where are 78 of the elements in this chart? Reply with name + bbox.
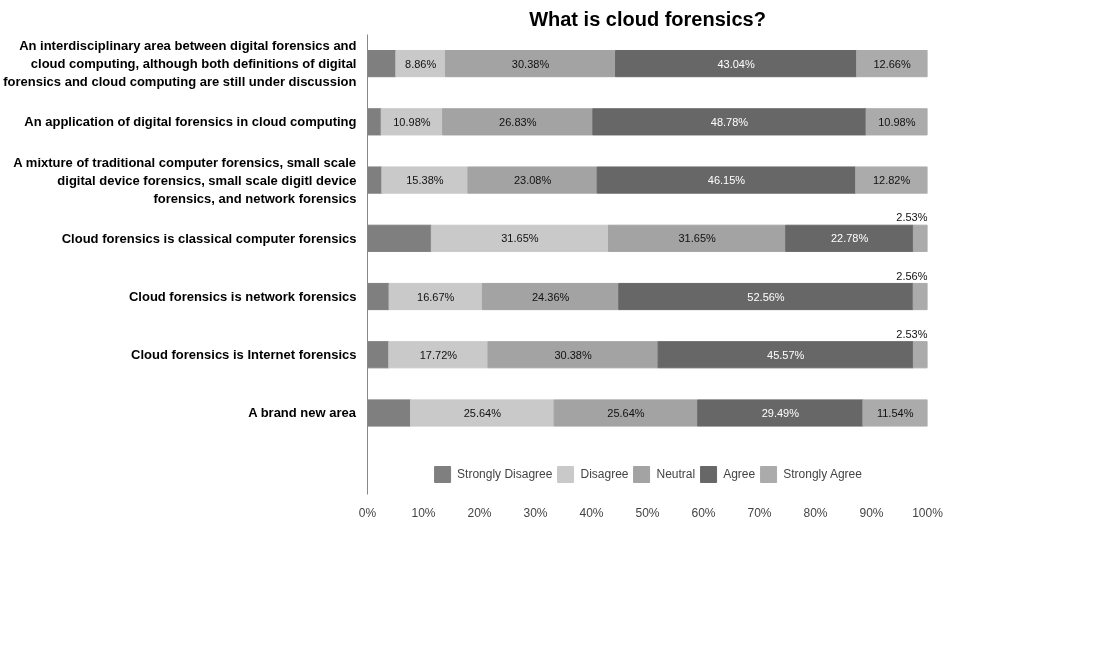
bar <box>553 399 699 427</box>
bar <box>862 399 928 427</box>
chart-title: What is cloud forensics? <box>529 7 766 30</box>
data-label: 10.98% <box>393 115 431 128</box>
data-label: 25.64% <box>463 406 502 419</box>
bar <box>785 224 914 252</box>
x-tick-label: 70% <box>747 505 772 520</box>
x-tick-label: 100% <box>912 505 944 520</box>
data-label: 26.83% <box>499 115 537 128</box>
bar <box>380 108 444 136</box>
x-tick-label: 10% <box>411 505 436 520</box>
data-label: 15.38% <box>406 174 444 187</box>
data-label: 2.53% <box>896 327 928 340</box>
y-tick-label: Cloud forensics is classical computer forensics <box>61 230 357 246</box>
y-tick-label: Cloud forensics is Internet forensics <box>131 347 357 363</box>
bar <box>615 50 858 78</box>
x-tick-label: 50% <box>635 505 660 520</box>
data-label: 10.98% <box>878 115 916 128</box>
x-tick-label: 30% <box>523 505 548 520</box>
y-tick-label: A mixture of traditional computer forensics, small scale digital device forensics, small scale digitl device forensics, and network forensics <box>13 154 357 206</box>
bar <box>912 282 928 311</box>
data-label: 48.78% <box>710 115 749 128</box>
bar <box>487 341 659 369</box>
x-tick-label: 80% <box>803 505 828 520</box>
bar <box>481 282 620 311</box>
data-label: 23.08% <box>513 174 552 187</box>
data-label: 12.66% <box>873 57 911 70</box>
bar <box>608 224 787 252</box>
y-tick-label: An application of digital forensics in cloud computing <box>24 114 357 130</box>
bar <box>410 399 555 427</box>
legend-label: Strongly Disagree <box>457 467 553 481</box>
data-label: 24.36% <box>531 290 570 303</box>
x-tick-label: 40% <box>579 505 604 520</box>
data-label: 30.38% <box>554 348 592 361</box>
data-label: 22.78% <box>830 232 869 245</box>
data-label: 2.56% <box>896 269 928 282</box>
x-tick-label: 90% <box>859 505 884 520</box>
legend-label: Neutral <box>656 467 696 481</box>
data-label: 8.86% <box>405 57 437 70</box>
data-label: 17.72% <box>419 348 458 361</box>
bar <box>912 341 928 369</box>
data-label: 31.65% <box>501 232 539 245</box>
y-tick-label: A brand new area <box>248 405 357 421</box>
bar <box>388 282 483 311</box>
data-label: 29.49% <box>761 406 800 419</box>
bar <box>444 50 617 78</box>
data-label: 46.15% <box>707 174 746 187</box>
y-tick-label: Cloud forensics is network forensics <box>128 289 357 305</box>
bar <box>865 108 928 136</box>
legend-label: Strongly Agree <box>783 467 862 481</box>
legend-label: Disagree <box>580 467 629 481</box>
x-tick-label: 60% <box>691 505 716 520</box>
legend-label: Agree <box>723 467 756 481</box>
x-tick-label: 20% <box>467 505 492 520</box>
data-label: 31.65% <box>678 232 717 245</box>
bar <box>442 108 594 136</box>
y-tick-label: An interdisciplinary area between digital forensics and cloud computing, although both definitions of digital forensics and cloud computing are still under discussion <box>3 38 357 90</box>
bar <box>855 166 928 194</box>
bar <box>388 341 489 369</box>
data-label: 52.56% <box>747 290 785 303</box>
bar <box>697 399 864 427</box>
data-label: 16.67% <box>417 290 455 303</box>
data-label: 2.53% <box>896 211 928 224</box>
data-label: 43.04% <box>717 57 755 70</box>
data-label: 12.82% <box>872 174 911 187</box>
bar <box>467 166 598 194</box>
bar <box>912 224 928 252</box>
bar <box>618 282 914 311</box>
bar <box>596 166 857 194</box>
x-tick-label: 0% <box>358 505 377 520</box>
bar <box>430 224 610 252</box>
data-label: 25.64% <box>607 406 645 419</box>
bar <box>592 108 867 136</box>
data-label: 45.57% <box>767 348 805 361</box>
data-label: 30.38% <box>511 57 550 70</box>
data-label: 11.54% <box>876 406 914 419</box>
bar <box>657 341 914 369</box>
bar <box>381 166 469 194</box>
